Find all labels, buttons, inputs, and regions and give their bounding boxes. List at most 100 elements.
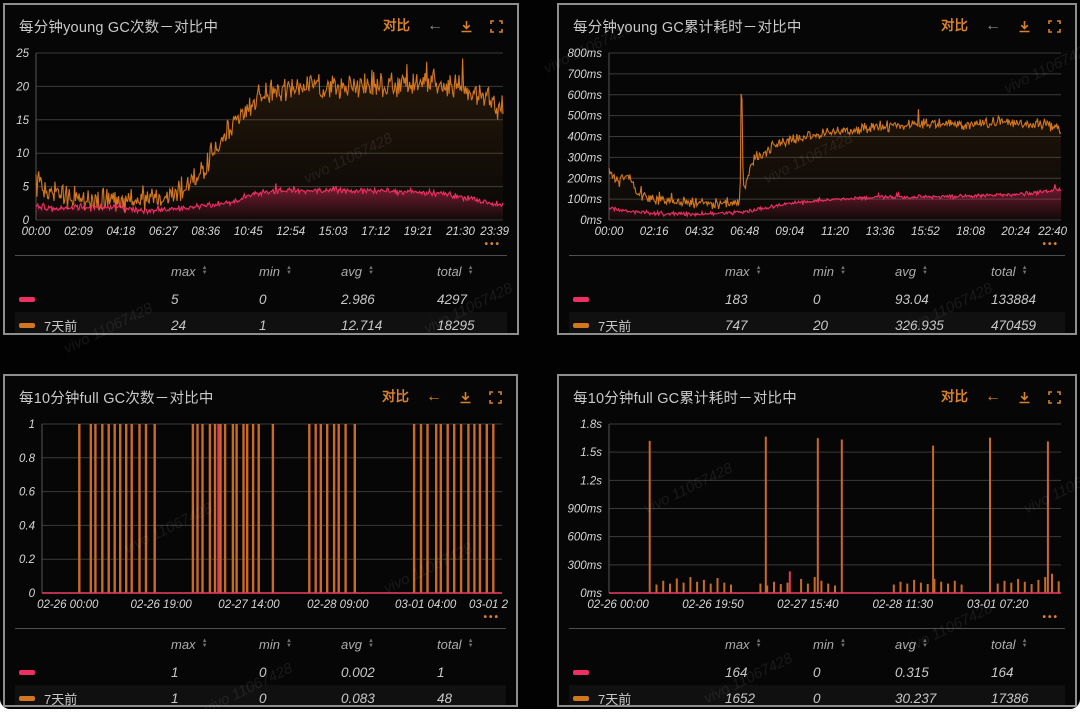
svg-text:11:20: 11:20 <box>821 226 850 238</box>
panel-header: 每10分钟full GC累计耗时－对比中 对比 ← <box>559 376 1075 413</box>
svg-text:02-27 14:00: 02-27 14:00 <box>218 599 280 611</box>
stats-header-row: max ▲ ▼ min ▲ ▼ avg ▲ ▼ total ▲ ▼ <box>15 629 506 659</box>
svg-text:1.8s: 1.8s <box>580 419 602 431</box>
svg-text:02:16: 02:16 <box>640 226 669 238</box>
sort-min[interactable]: min ▲ ▼ <box>259 263 292 279</box>
compare-button[interactable]: 对比 <box>941 389 968 405</box>
svg-text:20: 20 <box>15 81 29 93</box>
stats-table: max ▲ ▼ min ▲ ▼ avg ▲ ▼ total ▲ ▼ 164 0 0.315 16… <box>569 628 1065 705</box>
stats-row-7days-ago: 7天前 1 0 0.083 48 <box>15 685 506 705</box>
svg-text:20:24: 20:24 <box>1000 226 1030 238</box>
sort-max[interactable]: max ▲ ▼ <box>725 263 762 279</box>
svg-text:22:40: 22:40 <box>1037 226 1067 238</box>
panel-title: 每分钟young GC累计耗时－对比中 <box>573 19 802 36</box>
chart-young-gc-time[interactable]: 0ms 100ms 200ms 300ms 400ms 500ms 600ms 700ms 80… <box>565 44 1069 240</box>
svg-text:0: 0 <box>23 215 30 227</box>
svg-text:04:32: 04:32 <box>685 226 714 238</box>
sort-total[interactable]: total ▲ ▼ <box>437 636 474 652</box>
svg-text:12:54: 12:54 <box>276 226 305 238</box>
chart-young-gc-count[interactable]: 0 5 10 15 20 25 00:00 02:09 04:18 06:27 08:36 10:45… <box>11 44 511 240</box>
svg-text:1.5s: 1.5s <box>580 447 602 459</box>
svg-text:0ms: 0ms <box>580 215 602 227</box>
panel-header: 每分钟young GC次数－对比中 对比 ← <box>5 5 517 42</box>
fullscreen-icon[interactable] <box>489 390 502 404</box>
download-icon[interactable] <box>1018 391 1031 404</box>
sort-total[interactable]: total ▲ ▼ <box>991 263 1028 279</box>
chart-full-gc-time[interactable]: 0ms 300ms 600ms 900ms 1.2s 1.5s 1.8s 02-26 00:0… <box>565 415 1069 613</box>
sort-min[interactable]: min ▲ ▼ <box>813 263 846 279</box>
svg-text:0.6: 0.6 <box>19 487 36 499</box>
legend-7days-ago[interactable]: 7天前 <box>19 689 171 705</box>
svg-text:100ms: 100ms <box>567 194 602 206</box>
compare-button[interactable]: 对比 <box>941 18 968 34</box>
download-icon[interactable] <box>1018 20 1031 33</box>
download-icon[interactable] <box>459 391 472 404</box>
svg-text:10:45: 10:45 <box>234 226 263 238</box>
svg-text:0ms: 0ms <box>580 588 602 600</box>
stats-table: max ▲ ▼ min ▲ ▼ avg ▲ ▼ total ▲ ▼ 1 0 0.002 1 7天… <box>15 628 506 705</box>
fullscreen-icon[interactable] <box>1048 390 1061 404</box>
stats-table: max ▲ ▼ min ▲ ▼ avg ▲ ▼ total ▲ ▼ 5 0 2.986 4297… <box>15 255 507 333</box>
sort-max[interactable]: max ▲ ▼ <box>171 636 208 652</box>
panel-full-gc-count: 每10分钟full GC次数－对比中 对比 ← 0 0.2 0.4 0.6 0.8 1 02… <box>3 374 518 707</box>
svg-text:02-26 00:00: 02-26 00:00 <box>587 599 649 611</box>
svg-text:02:09: 02:09 <box>64 226 93 238</box>
stats-header-row: max ▲ ▼ min ▲ ▼ avg ▲ ▼ total ▲ ▼ <box>15 256 507 286</box>
download-icon[interactable] <box>460 20 473 33</box>
sort-total[interactable]: total ▲ ▼ <box>991 636 1028 652</box>
back-arrow-icon[interactable]: ← <box>427 17 443 34</box>
stats-row-current: 5 0 2.986 4297 <box>15 286 507 312</box>
legend-7days-ago[interactable]: 7天前 <box>19 316 171 333</box>
svg-text:03-01 2: 03-01 2 <box>469 599 509 611</box>
svg-text:700ms: 700ms <box>567 69 602 81</box>
stats-row-current: 164 0 0.315 164 <box>569 659 1065 685</box>
fullscreen-icon[interactable] <box>1048 19 1061 33</box>
svg-text:18:08: 18:08 <box>956 226 985 238</box>
legend-current[interactable] <box>19 669 171 675</box>
sort-max[interactable]: max ▲ ▼ <box>725 636 762 652</box>
more-options-button[interactable]: ••• <box>1042 239 1059 250</box>
svg-text:02-26 19:50: 02-26 19:50 <box>682 599 744 611</box>
stats-row-current: 183 0 93.04 133884 <box>569 286 1065 312</box>
sort-avg[interactable]: avg ▲ ▼ <box>341 263 374 279</box>
svg-text:02-26 19:00: 02-26 19:00 <box>130 599 192 611</box>
compare-button[interactable]: 对比 <box>383 18 410 34</box>
svg-text:5: 5 <box>23 182 30 194</box>
back-arrow-icon[interactable]: ← <box>985 17 1001 34</box>
sort-min[interactable]: min ▲ ▼ <box>813 636 846 652</box>
svg-text:00:00: 00:00 <box>22 226 51 238</box>
compare-button[interactable]: 对比 <box>382 389 409 405</box>
svg-text:04:18: 04:18 <box>107 226 136 238</box>
svg-text:13:36: 13:36 <box>866 226 895 238</box>
svg-text:06:48: 06:48 <box>730 226 759 238</box>
svg-text:10: 10 <box>16 148 29 160</box>
sort-avg[interactable]: avg ▲ ▼ <box>341 636 374 652</box>
svg-text:25: 25 <box>15 48 29 60</box>
legend-7days-ago[interactable]: 7天前 <box>573 316 725 333</box>
sort-avg[interactable]: avg ▲ ▼ <box>895 263 928 279</box>
svg-text:02-28 11:30: 02-28 11:30 <box>873 599 934 611</box>
svg-text:400ms: 400ms <box>567 132 602 144</box>
chart-full-gc-count[interactable]: 0 0.2 0.4 0.6 0.8 1 02-26 00:00 02-26 19:00 02-2… <box>11 415 510 613</box>
more-options-button[interactable]: ••• <box>483 612 500 623</box>
legend-current[interactable] <box>19 296 171 302</box>
more-options-button[interactable]: ••• <box>484 239 501 250</box>
svg-text:1: 1 <box>29 419 35 431</box>
more-options-button[interactable]: ••• <box>1042 612 1059 623</box>
svg-text:02-28 09:00: 02-28 09:00 <box>307 599 369 611</box>
back-arrow-icon[interactable]: ← <box>426 388 442 405</box>
sort-avg[interactable]: avg ▲ ▼ <box>895 636 928 652</box>
svg-text:23:39: 23:39 <box>479 226 509 238</box>
back-arrow-icon[interactable]: ← <box>985 388 1001 405</box>
svg-text:0: 0 <box>29 588 36 600</box>
fullscreen-icon[interactable] <box>490 19 503 33</box>
stats-row-7days-ago: 7天前 1652 0 30.237 17386 <box>569 685 1065 705</box>
legend-current[interactable] <box>573 669 725 675</box>
svg-text:0.4: 0.4 <box>19 520 35 532</box>
panel-header: 每10分钟full GC次数－对比中 对比 ← <box>5 376 516 413</box>
legend-7days-ago[interactable]: 7天前 <box>573 689 725 705</box>
legend-current[interactable] <box>573 296 725 302</box>
sort-min[interactable]: min ▲ ▼ <box>259 636 292 652</box>
sort-total[interactable]: total ▲ ▼ <box>437 263 474 279</box>
sort-max[interactable]: max ▲ ▼ <box>171 263 208 279</box>
